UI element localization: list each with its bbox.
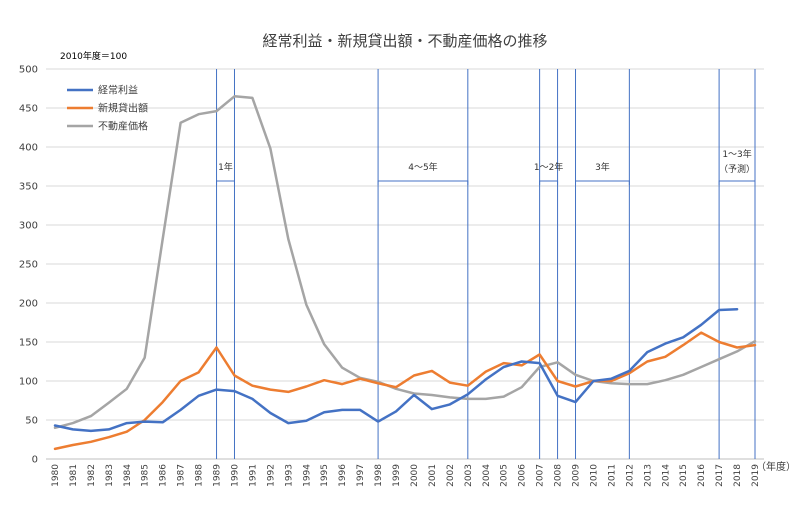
period-label: 1～3年 [722, 148, 751, 160]
x-tick-label: 1983 [105, 464, 115, 487]
x-tick-label: 1981 [69, 464, 79, 487]
x-tick-label: 2013 [643, 464, 653, 487]
y-axis-ticks: 0 50 100 150 200 250 300 350 400 450 500 [19, 65, 38, 466]
series-line-不動産価格 [53, 95, 757, 430]
x-axis-label: （年度） [756, 460, 796, 473]
legend-label: 不動産価格 [98, 120, 148, 133]
x-tick-label: 1990 [230, 464, 240, 487]
x-tick-label: 1997 [356, 464, 366, 487]
x-tick-label: 2003 [464, 464, 474, 487]
period-label: 1～2年 [534, 161, 563, 173]
period-bracket [718, 180, 756, 185]
x-tick-label: 1987 [177, 464, 187, 487]
y-tick-label: 50 [25, 416, 38, 427]
series-lines [53, 95, 757, 451]
x-tick-label: 2014 [661, 464, 671, 487]
x-tick-label: 2000 [410, 464, 420, 487]
x-tick-label: 1992 [266, 464, 276, 487]
y-tick-label: 200 [19, 299, 38, 310]
x-tick-label: 2008 [554, 464, 564, 487]
x-tick-label: 1993 [284, 464, 294, 487]
period-annotations: 1年 4～5年 1～2年 3年 1～3年 （予測） [216, 69, 756, 459]
x-tick-label: 1999 [392, 464, 402, 487]
period-bracket [216, 180, 235, 185]
x-tick-label: 2001 [428, 464, 438, 487]
y-tick-label: 450 [19, 104, 38, 115]
series-line-経常利益 [53, 307, 739, 433]
x-tick-label: 1994 [302, 464, 312, 487]
y-tick-label: 250 [19, 260, 38, 271]
x-tick-label: 1996 [338, 464, 348, 487]
x-tick-label: 2006 [518, 464, 528, 487]
x-tick-label: 2004 [482, 464, 492, 487]
period-sublabel: （予測） [719, 163, 755, 175]
x-tick-label: 1989 [213, 464, 223, 487]
x-tick-label: 1991 [248, 464, 258, 487]
x-tick-label: 1988 [195, 464, 205, 487]
x-tick-label: 2016 [697, 464, 707, 487]
x-tick-label: 2010 [589, 464, 599, 487]
x-tick-label: 2011 [607, 464, 617, 487]
legend-label: 経常利益 [98, 84, 138, 97]
period-label: 4～5年 [408, 161, 437, 173]
x-tick-label: 2018 [733, 464, 743, 487]
x-tick-label: 1986 [159, 464, 169, 487]
legend-label: 新規貸出額 [98, 102, 148, 115]
x-tick-label: 2009 [572, 464, 582, 487]
x-tick-label: 2002 [446, 464, 456, 487]
base-year-note: 2010年度＝100 [60, 50, 127, 62]
x-tick-label: 2019 [751, 464, 761, 487]
x-axis-ticks: 1980 1981 1982 1983 1984 1985 1986 1987 1988 1989… [51, 464, 761, 487]
x-tick-label: 1982 [87, 464, 97, 487]
y-tick-label: 0 [32, 455, 38, 466]
x-tick-label: 1980 [51, 464, 61, 487]
period-label: 3年 [595, 161, 610, 173]
y-tick-label: 150 [19, 338, 38, 349]
y-tick-label: 350 [19, 182, 38, 193]
y-tick-label: 400 [19, 143, 38, 154]
period-label: 1年 [218, 161, 233, 173]
x-tick-label: 1998 [374, 464, 384, 487]
x-tick-label: 2015 [679, 464, 689, 487]
y-tick-label: 300 [19, 221, 38, 232]
chart-title: 経常利益・新規貸出額・不動産価格の推移 [262, 32, 547, 50]
x-tick-label: 2012 [625, 464, 635, 487]
period-bracket [377, 180, 469, 185]
x-tick-label: 1984 [123, 464, 133, 487]
period-bracket [575, 180, 630, 185]
x-tick-label: 1985 [141, 464, 151, 487]
x-tick-label: 1995 [320, 464, 330, 487]
x-tick-label: 2005 [500, 464, 510, 487]
x-tick-label: 2007 [536, 464, 546, 487]
y-tick-label: 500 [19, 65, 38, 76]
x-tick-label: 2017 [715, 464, 725, 487]
y-tick-label: 100 [19, 377, 38, 388]
series-line-新規貸出額 [53, 331, 757, 451]
period-bracket [539, 180, 559, 185]
